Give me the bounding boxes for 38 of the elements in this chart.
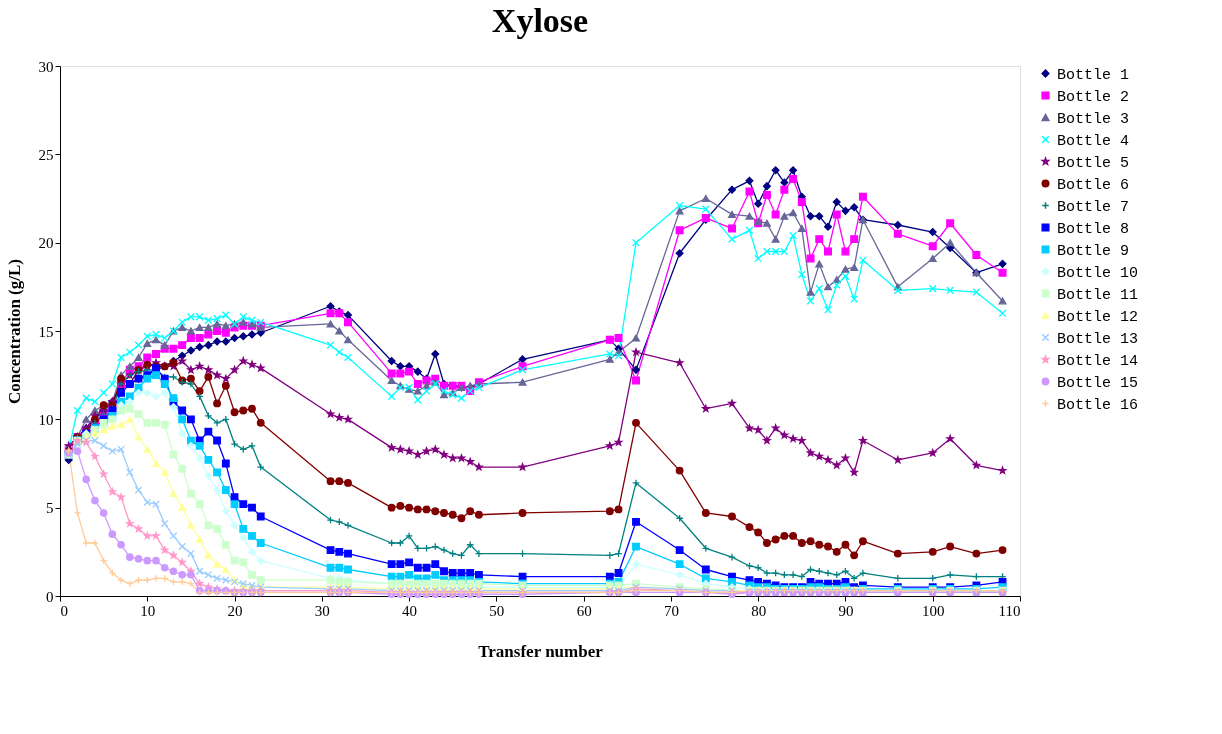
legend-label: Bottle 8 bbox=[1057, 220, 1130, 238]
legend-label: Bottle 9 bbox=[1057, 242, 1130, 260]
y-axis-title: Concentration (g/L) bbox=[4, 259, 24, 404]
x-tick-label: 10 bbox=[140, 602, 156, 619]
legend-label: Bottle 7 bbox=[1057, 198, 1130, 216]
legend-label: Bottle 14 bbox=[1057, 352, 1139, 370]
y-tick-label: 5 bbox=[46, 500, 54, 517]
x-axis-title: Transfer number bbox=[478, 641, 604, 661]
legend-label: Bottle 16 bbox=[1057, 396, 1139, 414]
legend-label: Bottle 3 bbox=[1057, 110, 1130, 128]
x-tick-label: 100 bbox=[921, 602, 945, 619]
legend-label: Bottle 11 bbox=[1057, 286, 1139, 304]
x-tick-label: 60 bbox=[576, 602, 592, 619]
legend-label: Bottle 2 bbox=[1057, 88, 1130, 106]
y-tick-label: 20 bbox=[38, 235, 54, 252]
x-tick-label: 90 bbox=[838, 602, 854, 619]
legend-label: Bottle 15 bbox=[1057, 374, 1139, 392]
y-tick-label: 25 bbox=[38, 146, 54, 163]
y-tick-label: 0 bbox=[46, 588, 54, 605]
x-tick-label: 30 bbox=[314, 602, 330, 619]
legend-label: Bottle 1 bbox=[1057, 66, 1130, 84]
chart-title: Xylose bbox=[491, 2, 589, 39]
x-tick-label: 110 bbox=[998, 602, 1021, 619]
legend-label: Bottle 12 bbox=[1057, 308, 1139, 326]
x-tick-label: 70 bbox=[663, 602, 679, 619]
x-tick-label: 80 bbox=[751, 602, 767, 619]
legend-label: Bottle 10 bbox=[1057, 264, 1139, 282]
legend-label: Bottle 4 bbox=[1057, 132, 1130, 150]
x-tick-label: 20 bbox=[227, 602, 243, 619]
legend-label: Bottle 5 bbox=[1057, 154, 1130, 172]
legend-label: Bottle 13 bbox=[1057, 330, 1139, 348]
y-tick-label: 30 bbox=[38, 58, 54, 75]
x-tick-label: 0 bbox=[60, 602, 68, 619]
y-tick-label: 10 bbox=[38, 411, 54, 428]
y-tick-label: 15 bbox=[38, 323, 54, 340]
x-tick-label: 50 bbox=[489, 602, 505, 619]
x-tick-label: 40 bbox=[402, 602, 418, 619]
legend-label: Bottle 6 bbox=[1057, 176, 1130, 194]
